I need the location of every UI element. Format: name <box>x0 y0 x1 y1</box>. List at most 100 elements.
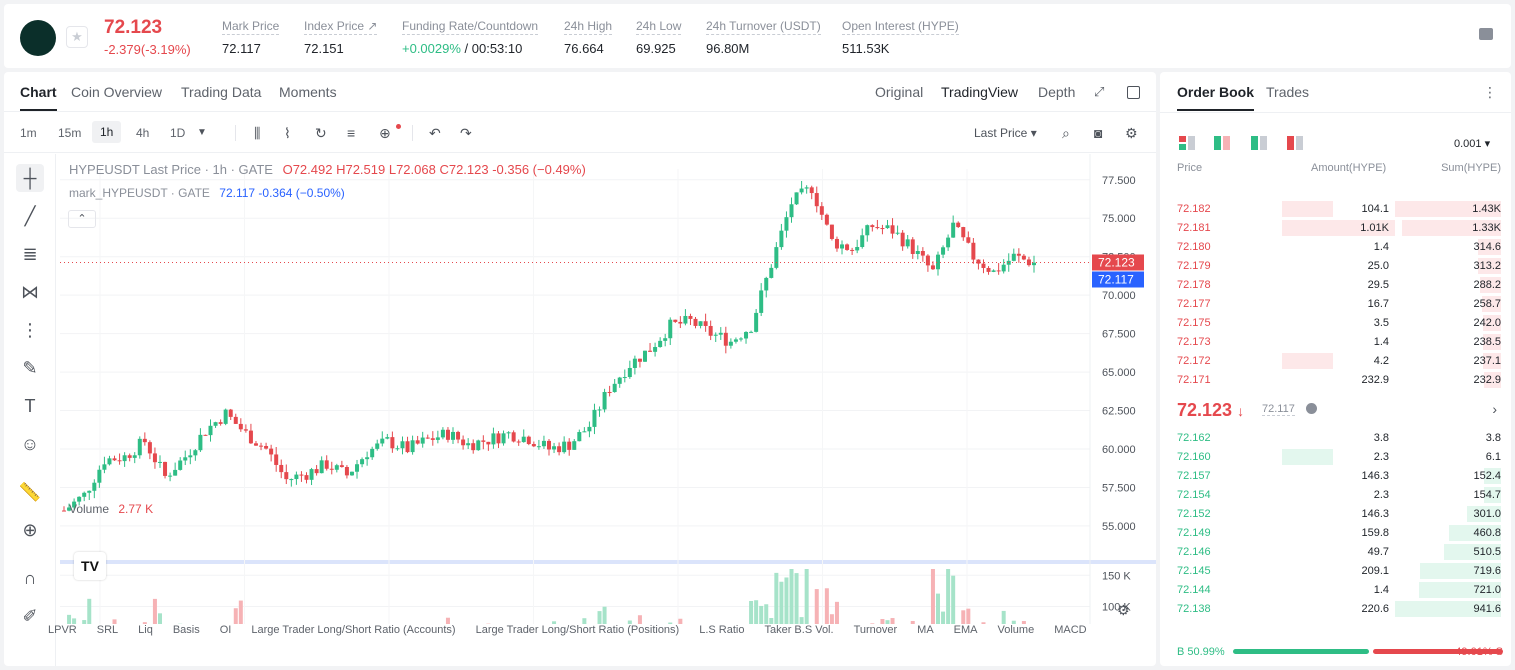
bid-row[interactable]: 72.152 146.3 301.0 <box>1160 505 1511 524</box>
timeframe-1h[interactable]: 1h <box>92 121 122 143</box>
bid-row[interactable]: 72.144 1.4 721.0 <box>1160 581 1511 600</box>
bid-row[interactable]: 72.162 3.8 3.8 <box>1160 429 1511 448</box>
view-both-icon[interactable] <box>1179 136 1195 150</box>
emoji-icon[interactable]: ☺ <box>20 434 40 454</box>
favorite-star-icon[interactable]: ★ <box>66 26 88 48</box>
indicator-10[interactable]: MA <box>917 624 934 636</box>
candle-body <box>208 425 213 436</box>
timeframe-dropdown-icon[interactable]: ▼ <box>197 127 207 138</box>
timeframe-15m[interactable]: 15m <box>58 126 82 140</box>
search-icon[interactable]: ⌕ <box>1062 125 1070 141</box>
candle-type-icon[interactable]: ⫼ <box>254 125 261 141</box>
candle-body <box>718 332 723 335</box>
redo-icon[interactable]: ↷ <box>460 125 472 141</box>
tab-moments[interactable]: Moments <box>279 84 337 100</box>
indicator-4[interactable]: OI <box>219 624 232 636</box>
add-indicator-icon[interactable]: ⊕ <box>379 125 391 141</box>
indicator-6[interactable]: Large Trader Long/Short Ratio (Positions… <box>475 624 680 636</box>
last-price-select[interactable]: Last Price ▾ <box>974 126 1037 140</box>
indicator-12[interactable]: Volume <box>997 624 1035 636</box>
tab-chart[interactable]: Chart <box>20 84 57 111</box>
indicator-3[interactable]: Basis <box>172 624 200 636</box>
ask-row[interactable]: 72.178 29.5 288.2 <box>1160 276 1511 295</box>
ask-row[interactable]: 72.177 16.7 258.7 <box>1160 295 1511 314</box>
bid-row[interactable]: 72.145 209.1 719.6 <box>1160 562 1511 581</box>
bid-row[interactable]: 72.154 2.3 154.7 <box>1160 486 1511 505</box>
chevron-right-icon[interactable]: › <box>1492 401 1497 417</box>
brush-icon[interactable]: ✎ <box>22 358 38 378</box>
ask-row[interactable]: 72.175 3.5 242.0 <box>1160 314 1511 333</box>
indicator-7[interactable]: L.S Ratio <box>699 624 745 636</box>
timeframe-4h[interactable]: 4h <box>136 126 150 140</box>
ask-row[interactable]: 72.180 1.4 314.6 <box>1160 238 1511 257</box>
indicator-8[interactable]: Taker B.S Vol. <box>764 624 834 636</box>
candle-body <box>461 439 466 446</box>
crosshair-icon[interactable]: ┼ <box>16 164 44 192</box>
volume-bar <box>637 615 642 624</box>
undo-icon[interactable]: ↶ <box>429 125 441 141</box>
ask-row[interactable]: 72.172 4.2 237.1 <box>1160 352 1511 371</box>
view-asks-icon[interactable] <box>1287 136 1303 150</box>
view-tradingview[interactable]: TradingView <box>941 84 1019 100</box>
tab-coin-overview[interactable]: Coin Overview <box>71 84 163 100</box>
text-tool-icon[interactable]: T <box>24 396 36 416</box>
indicator-5[interactable]: Large Trader Long/Short Ratio (Accounts) <box>251 624 456 636</box>
view-original[interactable]: Original <box>875 84 924 100</box>
ruler-icon[interactable]: 📏 <box>18 482 42 502</box>
tab-trading-data[interactable]: Trading Data <box>181 84 262 100</box>
book-icon[interactable] <box>1479 28 1493 40</box>
ask-row[interactable]: 72.171 232.9 232.9 <box>1160 371 1511 390</box>
pencil-lock-icon[interactable]: ✐ <box>22 606 38 626</box>
horizontal-lines-icon[interactable]: ≣ <box>22 244 38 264</box>
settings-gear-icon[interactable]: ⚙ <box>1125 125 1138 141</box>
candle-body <box>632 358 637 368</box>
cell-price: 72.144 <box>1177 584 1211 596</box>
view-bids-icon[interactable] <box>1251 136 1267 150</box>
bid-row[interactable]: 72.146 49.7 510.5 <box>1160 543 1511 562</box>
bid-row[interactable]: 72.157 146.3 152.4 <box>1160 467 1511 486</box>
bid-row[interactable]: 72.160 2.3 6.1 <box>1160 448 1511 467</box>
ask-row[interactable]: 72.181 1.01K 1.33K <box>1160 219 1511 238</box>
ask-row[interactable]: 72.173 1.4 238.5 <box>1160 333 1511 352</box>
bid-row[interactable]: 72.138 220.6 941.6 <box>1160 600 1511 619</box>
timeframe-1m[interactable]: 1m <box>20 126 37 140</box>
cell-amount: 146.3 <box>1361 508 1389 520</box>
magnet-icon[interactable]: ∩ <box>23 568 37 588</box>
candle-body <box>269 448 274 455</box>
legend-collapse-button[interactable]: ⌃ <box>68 210 96 228</box>
expand-icon[interactable]: ⤢ <box>1094 84 1105 99</box>
template-icon[interactable]: ≡ <box>347 125 356 141</box>
camera-icon[interactable]: ◙ <box>1094 125 1103 141</box>
window-icon[interactable] <box>1127 86 1140 99</box>
amount-depth-bar <box>1282 449 1333 465</box>
replay-icon[interactable]: ↻ <box>315 125 327 141</box>
mid-price[interactable]: 72.123 ↓ <box>1177 400 1245 420</box>
view-depth[interactable]: Depth <box>1038 84 1076 100</box>
candlestick-chart[interactable]: 77.50075.00072.50070.00067.50065.00062.5… <box>60 154 1156 624</box>
chart-settings-icon[interactable]: ⚙ <box>1117 602 1130 618</box>
indicator-1[interactable]: SRL <box>96 624 119 636</box>
trend-line-icon[interactable]: ╱ <box>24 206 36 226</box>
indicator-9[interactable]: Turnover <box>853 624 898 636</box>
more-menu-icon[interactable]: ⋮ <box>1483 84 1497 100</box>
bid-row[interactable]: 72.149 159.8 460.8 <box>1160 524 1511 543</box>
indicator-11[interactable]: EMA <box>953 624 978 636</box>
indicator-0[interactable]: LPVR <box>48 624 77 636</box>
indicator-13[interactable]: MACD <box>1054 624 1087 636</box>
candle-body <box>547 440 551 450</box>
timeframe-1d[interactable]: 1D <box>170 126 186 140</box>
candle-body <box>471 443 476 451</box>
pattern-icon[interactable]: ⋈ <box>21 282 39 302</box>
ask-row[interactable]: 72.179 25.0 313.2 <box>1160 257 1511 276</box>
ask-row[interactable]: 72.182 104.1 1.43K <box>1160 200 1511 219</box>
tab-trades[interactable]: Trades <box>1266 84 1310 100</box>
indicators-icon[interactable]: ⌇ <box>284 125 291 141</box>
tab-order-book[interactable]: Order Book <box>1177 84 1255 111</box>
indicator-2[interactable]: Liq <box>138 624 153 636</box>
view-asks-bids-icon[interactable] <box>1214 136 1230 150</box>
precision-select[interactable]: 0.001 ▾ <box>1454 138 1491 150</box>
zoom-in-icon[interactable]: ⊕ <box>22 520 38 540</box>
fib-icon[interactable]: ⋮ <box>21 320 39 340</box>
cumulative-depth-bar <box>1420 563 1501 579</box>
stat-index-price[interactable]: Index Price ↗ 72.151 <box>304 19 378 56</box>
